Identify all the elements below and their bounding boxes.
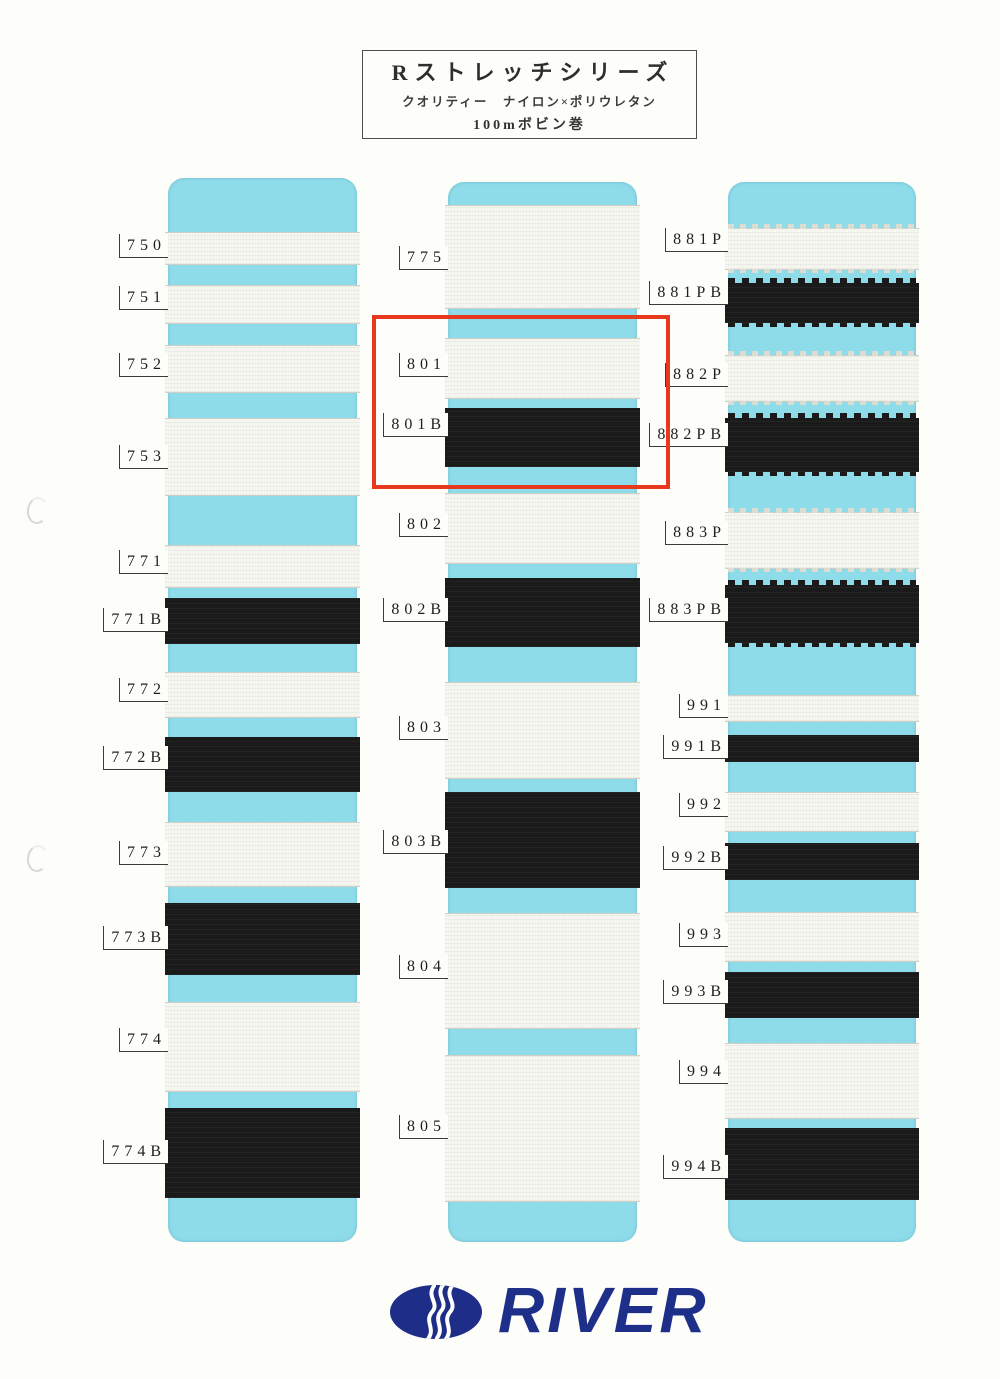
swatch-994B <box>725 1128 919 1200</box>
label-774: 774 <box>119 1028 168 1052</box>
series-quality-line: クオリティー ナイロン×ポリウレタン <box>402 95 657 109</box>
picot-edge-bottom <box>728 323 916 327</box>
binder-punch-hole-bottom <box>25 843 50 874</box>
series-title: Rストレッチシリーズ <box>391 60 675 85</box>
swatch-991 <box>725 695 919 722</box>
swatch-993B <box>725 972 919 1018</box>
label-775: 775 <box>399 246 448 270</box>
swatch-753 <box>165 418 360 496</box>
label-992: 992 <box>679 793 728 817</box>
red-highlight-box <box>372 315 670 489</box>
label-991: 991 <box>679 694 728 718</box>
label-772B: 772B <box>103 746 168 770</box>
river-logo: RIVER <box>388 1274 733 1346</box>
swatch-994 <box>725 1043 919 1119</box>
series-header-box: Rストレッチシリーズ クオリティー ナイロン×ポリウレタン 100mボビン巻 <box>362 50 697 139</box>
label-801: 801 <box>399 353 448 377</box>
label-803: 803 <box>399 716 448 740</box>
label-994B: 994B <box>663 1155 728 1179</box>
label-991B: 991B <box>663 735 728 759</box>
river-logo-ellipse-icon <box>390 1285 482 1339</box>
label-774B: 774B <box>103 1140 168 1164</box>
label-771: 771 <box>119 550 168 574</box>
swatch-992B <box>725 843 919 880</box>
swatch-882P <box>725 351 919 405</box>
label-882P: 882P <box>665 363 728 387</box>
label-752: 752 <box>119 353 168 377</box>
picot-edge-top <box>728 224 916 229</box>
label-803B: 803B <box>383 830 448 854</box>
swatch-750 <box>165 232 360 265</box>
series-length-note: 100mボビン巻 <box>473 118 586 133</box>
label-772: 772 <box>119 678 168 702</box>
label-994: 994 <box>679 1060 728 1084</box>
swatch-802 <box>445 493 640 564</box>
swatch-991B <box>725 735 919 762</box>
swatch-992 <box>725 792 919 832</box>
swatch-774B <box>165 1108 360 1198</box>
picot-edge-top <box>728 278 916 283</box>
swatch-803B <box>445 792 640 888</box>
swatch-883PB <box>725 580 919 647</box>
swatch-881P <box>725 224 919 273</box>
swatch-883P <box>725 508 919 572</box>
swatch-993 <box>725 912 919 962</box>
swatch-752 <box>165 345 360 393</box>
label-993B: 993B <box>663 980 728 1004</box>
label-801B: 801B <box>383 413 448 437</box>
swatch-773 <box>165 822 360 887</box>
swatch-802B <box>445 578 640 647</box>
swatch-805 <box>445 1055 640 1202</box>
swatch-751 <box>165 285 360 324</box>
swatch-773B <box>165 903 360 975</box>
label-753: 753 <box>119 445 168 469</box>
swatch-882PB <box>725 413 919 476</box>
label-882PB: 882PB <box>649 423 728 447</box>
swatch-801B <box>445 408 640 467</box>
swatch-772B <box>165 737 360 792</box>
column-750-774B <box>165 178 360 1242</box>
picot-edge-bottom <box>728 643 916 647</box>
picot-edge-top <box>728 413 916 418</box>
picot-edge-bottom <box>728 472 916 476</box>
swatch-771B <box>165 598 360 644</box>
swatch-774 <box>165 1002 360 1092</box>
picot-edge-top <box>728 580 916 585</box>
swatch-803 <box>445 682 640 779</box>
label-773: 773 <box>119 841 168 865</box>
swatch-881PB <box>725 278 919 327</box>
swatch-801 <box>445 338 640 399</box>
label-881PB: 881PB <box>649 281 728 305</box>
binder-punch-hole-top <box>25 495 50 526</box>
picot-edge-bottom <box>728 568 916 572</box>
swatch-775 <box>445 205 640 309</box>
picot-edge-top <box>728 508 916 513</box>
label-883PB: 883PB <box>649 598 728 622</box>
label-773B: 773B <box>103 926 168 950</box>
label-881P: 881P <box>665 228 728 252</box>
label-992B: 992B <box>663 846 728 870</box>
picot-edge-bottom <box>728 269 916 273</box>
column-775-805 <box>445 182 640 1242</box>
column-881P-994B <box>725 182 919 1242</box>
label-883P: 883P <box>665 521 728 545</box>
label-771B: 771B <box>103 608 168 632</box>
swatch-772 <box>165 672 360 718</box>
label-751: 751 <box>119 286 168 310</box>
swatch-771 <box>165 545 360 588</box>
label-750: 750 <box>119 234 168 258</box>
label-802: 802 <box>399 513 448 537</box>
label-993: 993 <box>679 923 728 947</box>
picot-edge-top <box>728 351 916 356</box>
swatch-804 <box>445 913 640 1029</box>
label-804: 804 <box>399 955 448 979</box>
label-805: 805 <box>399 1115 448 1139</box>
river-logo-wordmark: RIVER <box>498 1274 709 1346</box>
picot-edge-bottom <box>728 401 916 405</box>
label-802B: 802B <box>383 598 448 622</box>
